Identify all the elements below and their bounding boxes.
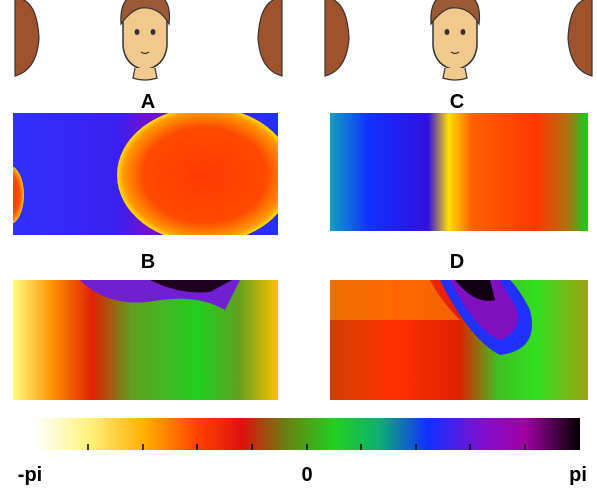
- phase-map: [0, 107, 293, 243]
- colorbar-label: -pi: [18, 464, 42, 486]
- panel-label: C: [450, 91, 464, 113]
- colorbar-label: 0: [301, 464, 312, 486]
- phase-map: [330, 113, 588, 231]
- phase-map: [330, 280, 588, 400]
- figure: A B C D -pi 0 pi: [0, 0, 597, 488]
- head-row: [15, 0, 592, 80]
- panel-label: A: [141, 91, 155, 113]
- colorbar-label: pi: [569, 464, 587, 486]
- panel-label: B: [141, 251, 155, 273]
- phase-map: [13, 280, 278, 400]
- panel-label: D: [450, 251, 464, 273]
